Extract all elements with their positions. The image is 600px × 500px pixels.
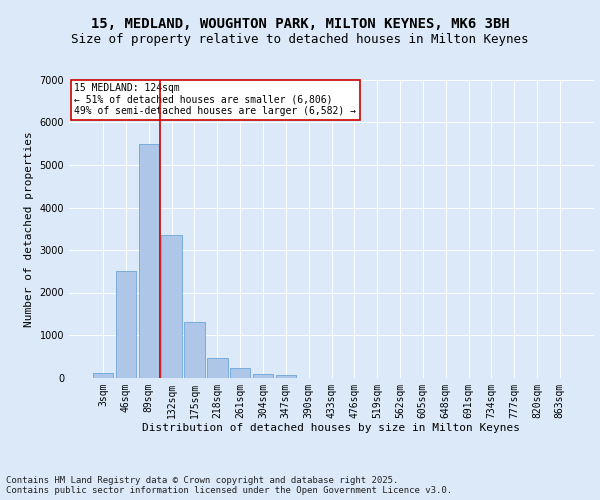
Bar [93,373,113,378]
Text: 15 MEDLAND: 124sqm
← 51% of detached houses are smaller (6,806)
49% of semi-deta: 15 MEDLAND: 124sqm ← 51% of detached hou… [74,83,356,116]
Bar [161,235,182,378]
Text: Contains HM Land Registry data © Crown copyright and database right 2025.
Contai: Contains HM Land Registry data © Crown c… [6,476,452,495]
Bar [275,376,296,378]
Bar [139,144,159,378]
X-axis label: Distribution of detached houses by size in Milton Keynes: Distribution of detached houses by size … [143,423,521,433]
Text: 15, MEDLAND, WOUGHTON PARK, MILTON KEYNES, MK6 3BH: 15, MEDLAND, WOUGHTON PARK, MILTON KEYNE… [91,18,509,32]
Bar [184,322,205,378]
Y-axis label: Number of detached properties: Number of detached properties [24,131,34,326]
Text: Size of property relative to detached houses in Milton Keynes: Size of property relative to detached ho… [71,32,529,46]
Bar [116,271,136,378]
Bar [253,374,273,378]
Bar [230,368,250,378]
Bar [207,358,227,378]
